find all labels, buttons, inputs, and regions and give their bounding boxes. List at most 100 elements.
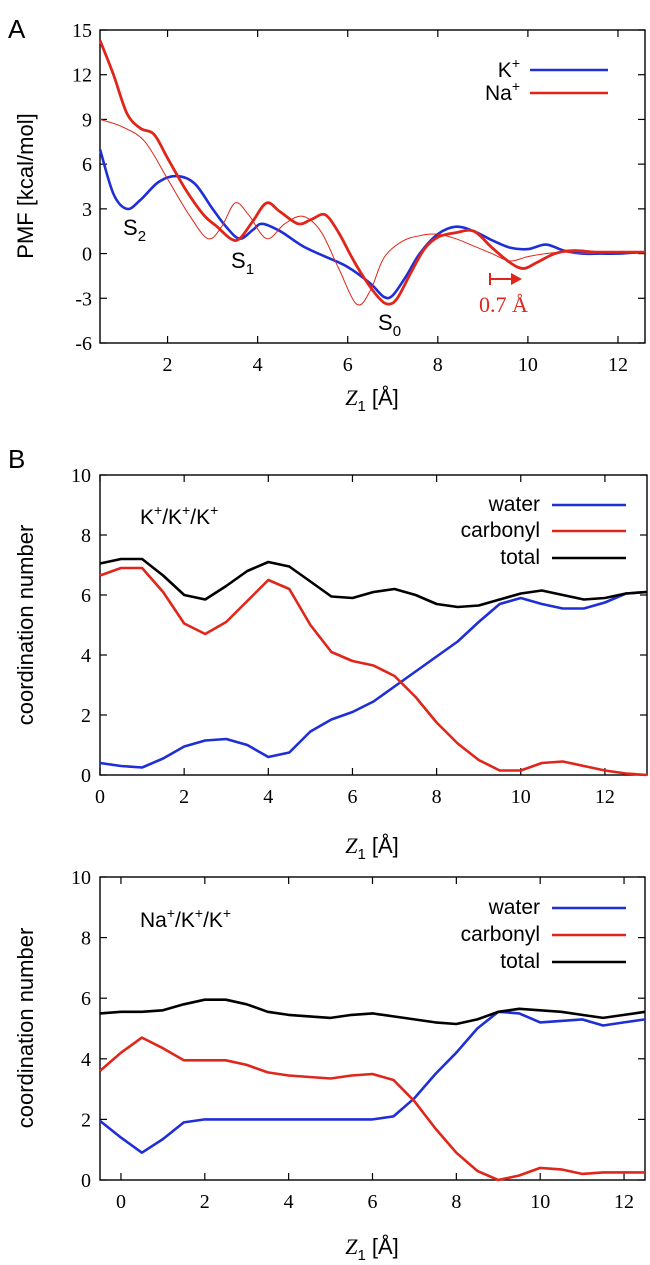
- legend-k: K+: [498, 55, 520, 82]
- y-tick-label: 10: [71, 867, 91, 889]
- b2-t1s: +: [167, 905, 175, 921]
- y-tick-label: 0: [81, 765, 91, 787]
- panel-b2-title: Na+/K+/K+: [140, 905, 231, 932]
- y-tick-label: -3: [75, 288, 92, 310]
- y-tick-label: 8: [81, 525, 91, 547]
- x-tick-label: 2: [200, 1191, 210, 1213]
- b2-xlabel-sub: 1: [357, 1247, 365, 1264]
- annotation-s1: S1: [231, 248, 254, 278]
- reference-series-line: [99, 118, 646, 306]
- x-tick-label: 6: [368, 1191, 378, 1213]
- x-tick-label: 2: [163, 354, 173, 376]
- y-tick-label: 10: [71, 465, 91, 487]
- b1-t2: /K: [162, 506, 182, 529]
- b1-t1s: +: [154, 502, 162, 518]
- carbonyl-series-line: [99, 1036, 645, 1182]
- x-tick-label: 0: [116, 1191, 126, 1213]
- y-tick-label: 0: [82, 244, 92, 266]
- y-tick-label: 8: [81, 928, 91, 950]
- shift-arrow-head: [511, 273, 522, 285]
- y-tick-label: 2: [81, 705, 91, 727]
- b2-t1: Na: [140, 909, 167, 932]
- annotation-s2: S2: [123, 215, 146, 245]
- panel-a-xlabel-unit: [Å]: [366, 385, 399, 410]
- panel-b2-ticks: 0 2 4 6 8 10 12 0 2 4 6 8 10: [71, 867, 645, 1213]
- panel-a-xlabel: Z1 [Å]: [345, 385, 399, 415]
- b2-t2: /K: [175, 909, 195, 932]
- x-tick-label: 4: [253, 354, 263, 376]
- x-tick-label: 12: [614, 1191, 634, 1213]
- x-tick-label: 8: [433, 354, 443, 376]
- x-tick-label: 4: [263, 786, 273, 808]
- s1-sub: 1: [246, 261, 254, 278]
- x-tick-label: 6: [343, 354, 353, 376]
- b1-xlabel-sub: 1: [357, 846, 365, 863]
- y-tick-label: 4: [81, 1049, 91, 1071]
- panel-a-frame: [99, 29, 646, 344]
- x-tick-label: 10: [518, 354, 538, 376]
- b1-xlabel-unit: [Å]: [366, 833, 399, 858]
- x-tick-label: 12: [608, 354, 628, 376]
- b2-t2s: +: [195, 905, 203, 921]
- na-series-line: [98, 39, 645, 306]
- panel-b-label: B: [8, 444, 25, 474]
- x-tick-label: 8: [432, 786, 442, 808]
- panel-a-xlabel-sub: 1: [357, 398, 365, 415]
- panel-b1-ylabel: coordination number: [13, 525, 38, 726]
- b1-t3s: +: [210, 502, 218, 518]
- y-tick-label: 0: [81, 1170, 91, 1192]
- total-series-line: [99, 557, 648, 609]
- water-series-line: [99, 1010, 646, 1154]
- b2-xlabel-unit: [Å]: [366, 1234, 399, 1259]
- panel-b2-ylabel: coordination number: [13, 928, 38, 1129]
- x-tick-label: 2: [179, 786, 189, 808]
- k-series-line: [98, 148, 646, 300]
- b2-xlabel-z: Z: [345, 1234, 358, 1259]
- b1-xlabel-z: Z: [345, 833, 358, 858]
- legend-na-sup: +: [512, 78, 520, 94]
- y-tick-label: 3: [82, 199, 92, 221]
- panel-b2-legend: water carbonyl total: [461, 896, 626, 973]
- y-tick-label: 6: [82, 154, 92, 176]
- x-tick-label: 6: [347, 786, 357, 808]
- s1-letter: S: [231, 248, 246, 273]
- shift-arrow: [489, 273, 522, 285]
- b2-t3s: +: [223, 905, 231, 921]
- x-tick-label: 8: [451, 1191, 461, 1213]
- b1-legend-total: total: [500, 546, 540, 569]
- y-tick-label: -6: [75, 333, 92, 355]
- b2-t3: /K: [203, 909, 223, 932]
- legend-na-text: Na: [485, 82, 512, 105]
- panel-b1: B 0 2 4 6 8 10 12 0 2 4 6 8 10 coordination number Z…: [8, 444, 648, 863]
- b2-legend-carbonyl: carbonyl: [461, 923, 540, 946]
- s2-letter: S: [123, 215, 138, 240]
- legend-k-sup: +: [512, 55, 520, 71]
- x-tick-label: 0: [95, 786, 105, 808]
- panel-b2: 0 2 4 6 8 10 12 0 2 4 6 8 10 coordination number Z1 …: [13, 867, 646, 1264]
- panel-a-ylabel: PMF [kcal/mol]: [13, 113, 38, 258]
- s2-sub: 2: [138, 228, 146, 245]
- x-tick-label: 12: [595, 786, 615, 808]
- total-series-line: [99, 998, 646, 1026]
- panel-b1-legend: water carbonyl total: [461, 493, 626, 569]
- panel-b2-lines: [99, 998, 646, 1182]
- panel-a-legend: K+ Na+: [485, 55, 608, 105]
- annotation-s0: S0: [378, 310, 401, 340]
- b1-legend-carbonyl: carbonyl: [461, 519, 540, 542]
- b1-t3: /K: [190, 506, 210, 529]
- b2-legend-total: total: [500, 950, 540, 973]
- x-tick-label: 4: [284, 1191, 294, 1213]
- water-series-line: [99, 590, 648, 769]
- legend-k-text: K: [498, 59, 512, 82]
- y-tick-label: 12: [72, 65, 92, 87]
- x-tick-label: 10: [530, 1191, 550, 1213]
- panel-a-label: A: [8, 14, 26, 44]
- panel-b1-ticks: 0 2 4 6 8 10 12 0 2 4 6 8 10: [71, 465, 647, 808]
- y-tick-label: 15: [72, 20, 92, 42]
- legend-na: Na+: [485, 78, 520, 105]
- b1-t1: K: [140, 506, 154, 529]
- y-tick-label: 2: [81, 1109, 91, 1131]
